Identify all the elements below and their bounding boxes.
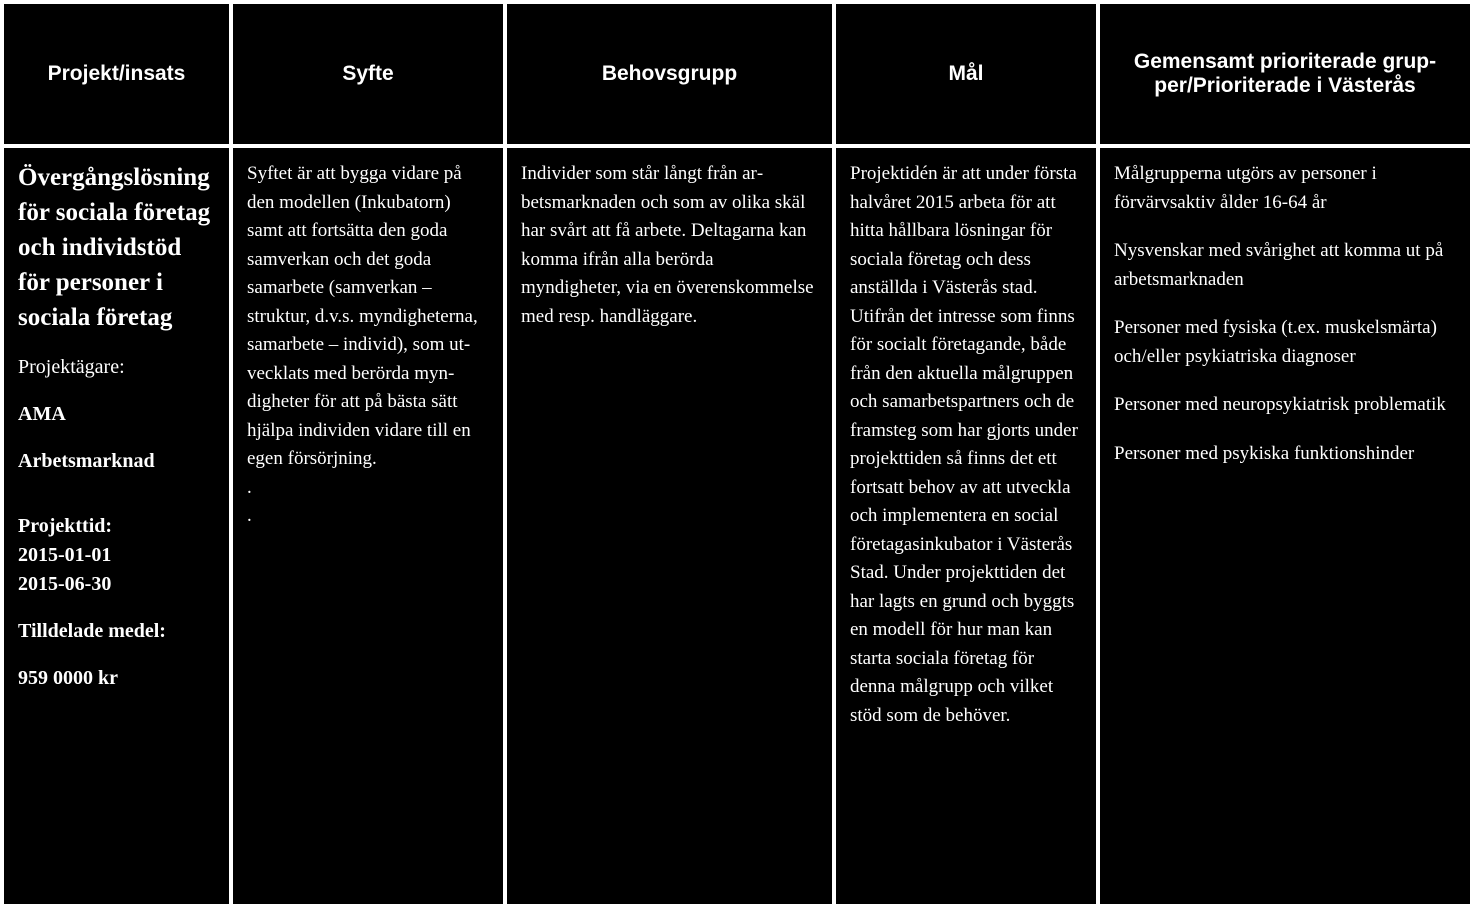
- cell-syfte: Syftet är att bygga vidare på den modell…: [233, 148, 503, 904]
- tid-label: Projekttid:: [18, 512, 215, 541]
- cell-mal: Projektidén är att under första halvåret…: [836, 148, 1096, 904]
- project-title: Övergångslös­ning för sociala företag oc…: [18, 160, 215, 335]
- agare-value-1: AMA: [18, 400, 215, 429]
- syfte-dot1: .: [247, 474, 489, 503]
- project-table: Projekt/insats Syfte Behovsgrupp Mål Gem…: [0, 0, 1474, 908]
- mal-p2: Utifrån det intresse som finns för socia…: [850, 303, 1082, 731]
- tid-start: 2015-01-01: [18, 541, 215, 570]
- tid-end: 2015-06-30: [18, 570, 215, 599]
- agare-value-2: Arbetsmarknad: [18, 447, 215, 476]
- header-behovsgrupp: Behovsgrupp: [507, 4, 832, 144]
- grupp-5: Personer med psykiska funktions­hinder: [1114, 440, 1456, 469]
- cell-projekt: Övergångslös­ning för sociala företag oc…: [4, 148, 229, 904]
- syfte-dot2: .: [247, 502, 489, 531]
- data-row: Övergångslös­ning för sociala företag oc…: [4, 148, 1470, 904]
- header-row: Projekt/insats Syfte Behovsgrupp Mål Gem…: [4, 4, 1470, 144]
- medel-label: Tilldelade medel:: [18, 617, 215, 646]
- grupp-2: Nysvenskar med svårighet att komma ut på…: [1114, 237, 1456, 294]
- header-mal: Mål: [836, 4, 1096, 144]
- grupp-3: Personer med fysiska (t.ex. mus­kelsmärt…: [1114, 314, 1456, 371]
- mal-p1: Projektidén är att under första halvåret…: [850, 160, 1082, 303]
- agare-label: Projektägare:: [18, 353, 215, 382]
- syfte-text: Syftet är att bygga vidare på den modell…: [247, 160, 489, 474]
- cell-behovsgrupp: Individer som står långt från ar­betsmar…: [507, 148, 832, 904]
- grupp-1: Målgrupperna utgörs av personer i förvär…: [1114, 160, 1456, 217]
- header-projekt: Projekt/insats: [4, 4, 229, 144]
- behovsgrupp-text: Individer som står långt från ar­betsmar…: [521, 160, 818, 331]
- header-syfte: Syfte: [233, 4, 503, 144]
- header-grupper: Gemensamt prioriterade grup­per/Priorite…: [1100, 4, 1470, 144]
- medel-value: 959 0000 kr: [18, 664, 215, 693]
- cell-grupper: Målgrupperna utgörs av personer i förvär…: [1100, 148, 1470, 904]
- grupp-4: Personer med neuropsykiatrisk problemati…: [1114, 391, 1456, 420]
